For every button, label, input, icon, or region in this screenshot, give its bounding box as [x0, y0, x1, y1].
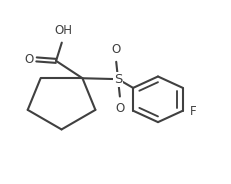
Text: S: S — [114, 73, 122, 86]
Text: F: F — [190, 105, 196, 118]
Text: O: O — [24, 53, 33, 66]
Text: O: O — [115, 102, 125, 115]
Text: O: O — [112, 43, 121, 56]
Text: OH: OH — [55, 24, 73, 37]
